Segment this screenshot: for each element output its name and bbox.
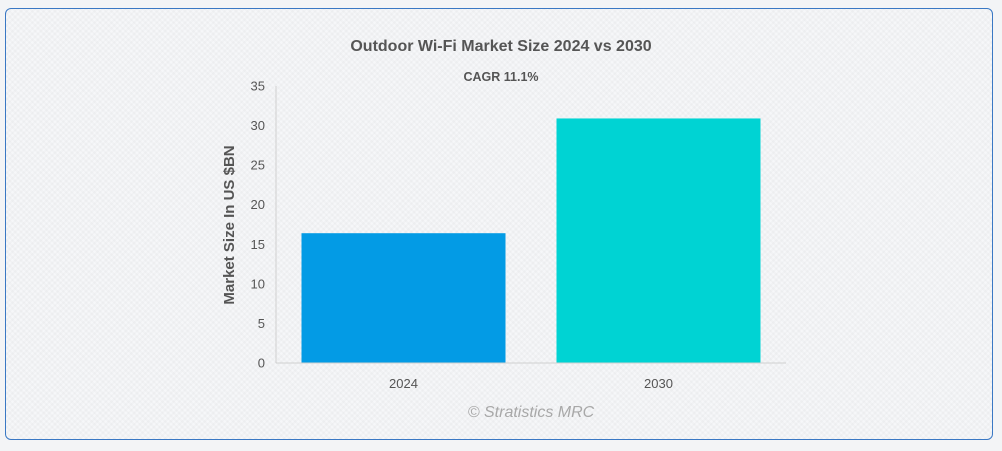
chart-subtitle: CAGR 11.1% [463,70,538,84]
y-axis-ticks: 0 5 10 15 20 25 30 35 [251,79,265,371]
y-tick-label: 30 [251,118,265,133]
chart-title: Outdoor Wi-Fi Market Size 2024 vs 2030 [350,38,651,55]
chart-frame [5,8,993,440]
y-tick-label: 15 [251,237,265,252]
y-tick-label: 20 [251,197,265,212]
watermark: © Stratistics MRC [468,404,595,421]
y-tick-label: 35 [251,79,265,94]
bars-group [301,118,761,363]
y-axis-label: Market Size In US $BN [221,145,238,304]
y-tick-label: 0 [258,356,265,371]
x-tick-label: 2030 [644,376,673,391]
y-tick-label: 10 [251,276,265,291]
x-axis-ticks: 2024 2030 [389,376,673,391]
bar-2024 [301,233,506,363]
x-tick-label: 2024 [389,376,418,391]
bar-2030 [556,118,761,363]
y-tick-label: 5 [258,316,265,331]
y-tick-label: 25 [251,158,265,173]
